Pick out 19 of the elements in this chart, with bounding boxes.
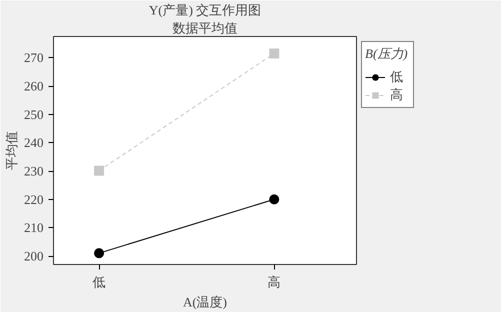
chart-title: Y(产量) 交互作用图 <box>148 2 262 18</box>
y-axis-title: 平均值 <box>4 131 19 170</box>
legend-label: 低 <box>390 68 404 86</box>
y-tick-label: 220 <box>24 192 44 207</box>
chart-subtitle: 数据平均值 <box>172 20 238 36</box>
y-tick-label: 200 <box>24 248 44 264</box>
x-axis-title: A(温度) <box>182 294 228 310</box>
y-tick-label: 260 <box>24 78 44 94</box>
point <box>269 48 280 58</box>
y-tick-label: 230 <box>24 164 44 179</box>
y-tick-label: 250 <box>24 106 44 122</box>
y-tick-label: 270 <box>24 50 44 66</box>
point <box>94 166 104 176</box>
point <box>269 194 280 204</box>
legend-title: B(压力) <box>365 45 409 63</box>
y-tick-label: 240 <box>24 135 44 150</box>
legend-label: 高 <box>390 86 404 104</box>
point <box>94 248 104 258</box>
y-tick-label: 210 <box>24 220 44 236</box>
